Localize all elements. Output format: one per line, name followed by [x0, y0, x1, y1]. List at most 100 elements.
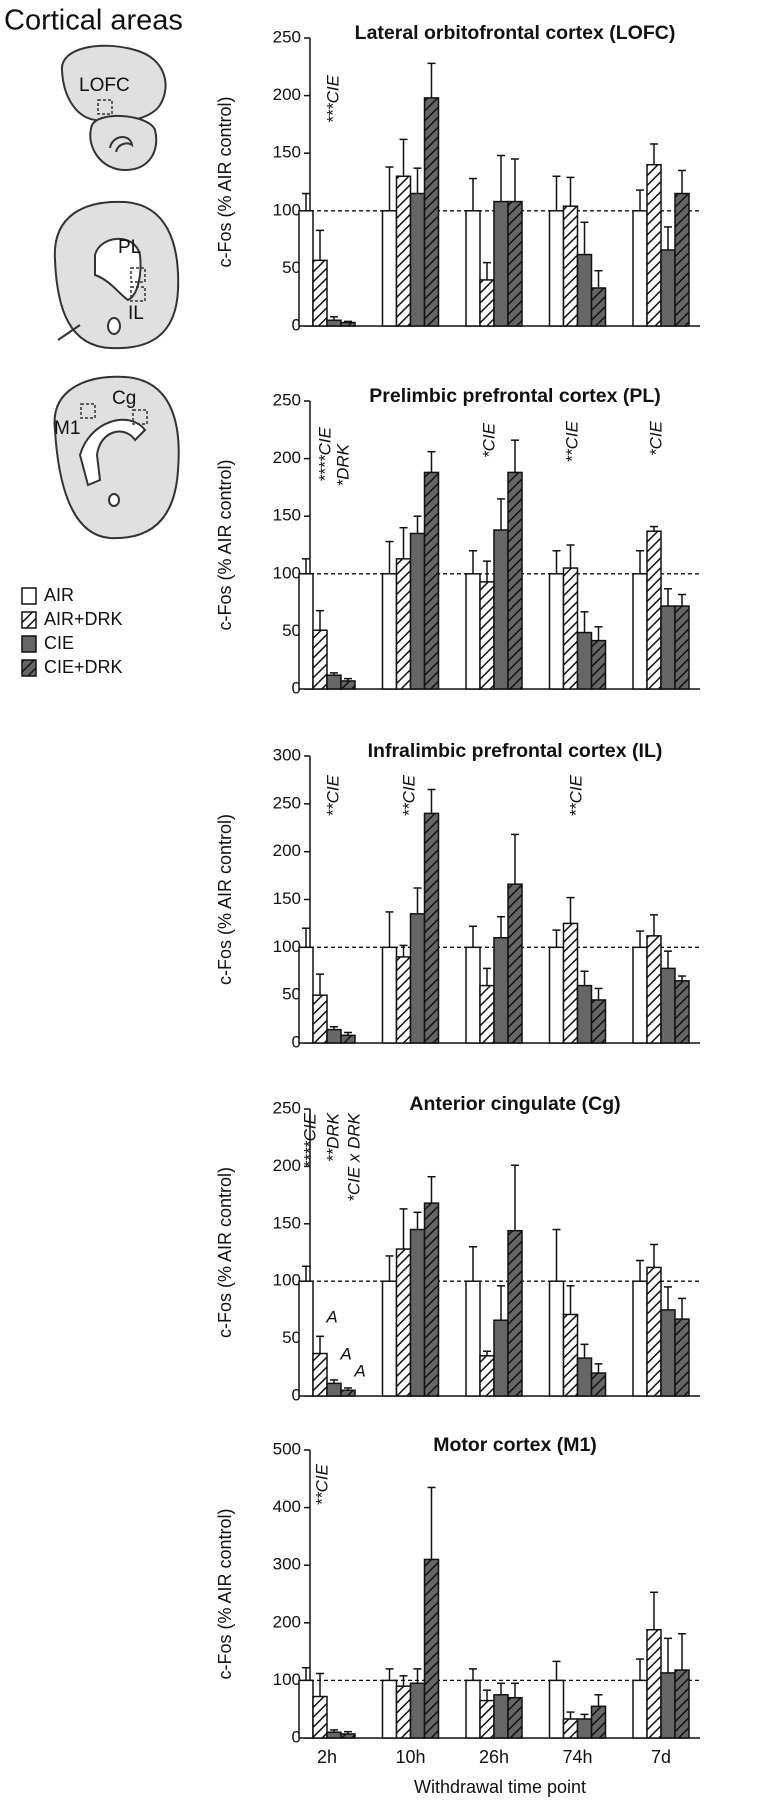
annotation: A [353, 1361, 365, 1380]
bar [493, 200, 509, 327]
bar [340, 1389, 356, 1397]
y-tick-label: 100 [273, 563, 301, 582]
annotation: **DRK [323, 1112, 342, 1162]
chart: Infralimbic prefrontal cortex (IL) c-Fos … [215, 740, 700, 1051]
y-tick-label: 50 [282, 1328, 301, 1347]
bar [674, 192, 690, 327]
diagram-label: M1 [54, 418, 80, 439]
bar [479, 279, 495, 327]
bar [340, 321, 356, 327]
bar [507, 471, 523, 690]
bar [548, 1679, 565, 1739]
chart: Lateral orbitofrontal cortex (LOFC) c-Fos… [215, 22, 700, 334]
bar [381, 946, 398, 1044]
bar [660, 967, 676, 1044]
y-tick-label: 0 [292, 1032, 301, 1051]
y-axis-label: c-Fos (% AIR control) [215, 814, 235, 985]
bar [423, 97, 440, 327]
y-tick-label: 50 [282, 621, 301, 640]
annotation: **CIE [323, 774, 342, 816]
bar [479, 581, 495, 690]
bar [507, 1229, 523, 1397]
y-tick-label: 50 [282, 258, 301, 277]
bar [423, 471, 440, 690]
bar [465, 573, 481, 690]
bar [409, 913, 426, 1044]
bar [632, 210, 648, 327]
bar [381, 1280, 398, 1397]
bar [507, 1696, 523, 1739]
bar [562, 922, 579, 1044]
chart-title: Lateral orbitofrontal cortex (LOFC) [355, 22, 676, 44]
y-tick-label: 200 [273, 85, 301, 104]
bar [298, 210, 314, 327]
y-tick-label: 200 [273, 841, 301, 860]
y-tick-label: 100 [273, 1670, 301, 1689]
bar [312, 1352, 328, 1397]
bar [590, 999, 607, 1044]
chart: Anterior cingulate (Cg) c-Fos (% AIR cont… [215, 1093, 700, 1404]
y-tick-label: 250 [273, 1098, 301, 1117]
y-tick-label: 100 [273, 937, 301, 956]
chart-title: Prelimbic prefrontal cortex (PL) [369, 385, 660, 407]
legend: AIR AIR+DRK CIE CIE+DRK [21, 585, 123, 677]
x-tick-label: 2h [317, 1747, 337, 1767]
bar [423, 1202, 440, 1397]
bar [409, 1228, 426, 1397]
bar [548, 946, 565, 1044]
bar [298, 1280, 314, 1397]
brain-diagram-lofc [60, 44, 167, 172]
bar [312, 259, 328, 327]
legend-swatch [21, 587, 37, 605]
bar [507, 883, 523, 1044]
bar [660, 249, 676, 327]
y-tick-label: 100 [273, 1271, 301, 1290]
annotation: ****CIE [300, 1112, 319, 1167]
bar [340, 1034, 356, 1044]
annotation: **CIE [562, 420, 581, 462]
bar [674, 605, 690, 690]
bar [465, 1679, 481, 1739]
bar [674, 1669, 690, 1739]
bar [660, 1309, 676, 1397]
y-tick-label: 150 [273, 506, 301, 525]
annotation: *CIE x DRK [344, 1112, 363, 1201]
bar [465, 1280, 481, 1397]
x-axis-label: Withdrawal time point [414, 1777, 586, 1797]
bar [507, 200, 523, 327]
annotation: *DRK [333, 443, 352, 486]
bar [646, 935, 662, 1044]
bar [548, 1280, 565, 1397]
bar [632, 946, 648, 1044]
bar [340, 1733, 356, 1739]
bar [381, 1679, 398, 1739]
y-tick-label: 300 [273, 1555, 301, 1574]
bar [326, 1382, 342, 1397]
bar [646, 530, 662, 690]
bar [326, 1028, 342, 1044]
legend-label: CIE [44, 633, 74, 653]
bar [493, 529, 509, 690]
bar [479, 984, 495, 1044]
bar [674, 1318, 690, 1397]
bar [409, 1682, 426, 1739]
bar [465, 946, 481, 1044]
bar [562, 1718, 579, 1739]
y-tick-label: 0 [292, 1385, 301, 1404]
bar [381, 210, 398, 327]
bar [576, 984, 593, 1044]
bar [660, 605, 676, 690]
bar [395, 558, 412, 690]
x-tick-label: 26h [479, 1747, 509, 1767]
diagram-label: Cg [112, 388, 136, 409]
bar [562, 205, 579, 327]
annotation: *CIE [646, 420, 665, 456]
bar [674, 980, 690, 1044]
y-tick-label: 0 [292, 678, 301, 697]
bar [493, 1319, 509, 1397]
bar [298, 946, 314, 1044]
annotation: **CIE [312, 1463, 331, 1505]
bar [395, 1248, 412, 1397]
y-tick-label: 200 [273, 1612, 301, 1631]
legend-label: AIR [44, 585, 74, 605]
